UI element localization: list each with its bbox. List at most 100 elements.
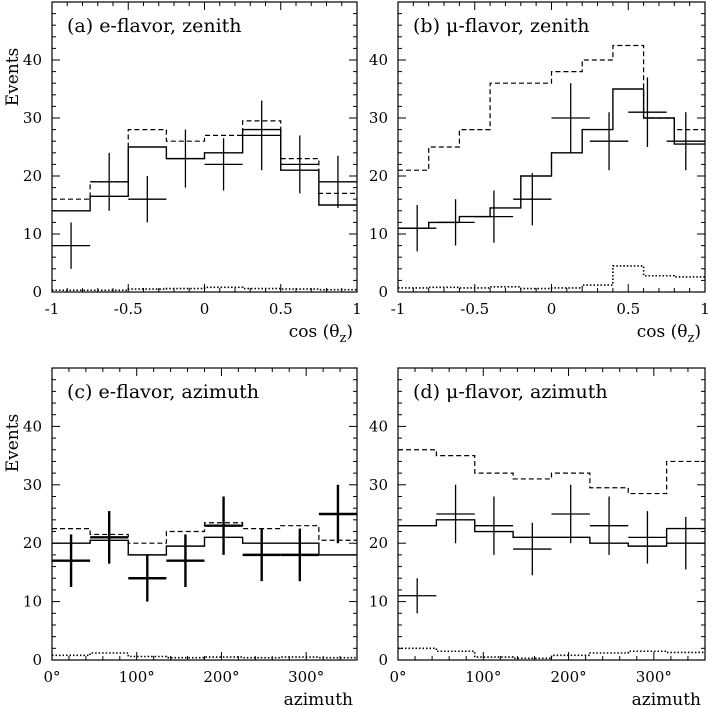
data-point — [242, 100, 281, 171]
data-point — [628, 77, 667, 147]
data-point — [513, 173, 552, 226]
data-point — [551, 83, 590, 153]
data-point — [204, 138, 243, 191]
data-point — [474, 496, 514, 555]
x-tick-label: 1 — [700, 300, 708, 318]
data-point — [52, 222, 91, 269]
x-tick-label: 100° — [119, 668, 155, 686]
x-tick-label: 300° — [288, 668, 324, 686]
x-axis-title-main: cos (θ — [289, 322, 340, 342]
no-oscillation-histogram — [398, 44, 705, 171]
data-point — [589, 496, 629, 555]
x-tick-label: 0° — [389, 668, 406, 686]
data-point — [398, 205, 437, 252]
x-tick-label: 0.5 — [616, 300, 640, 318]
y-tick-label: 40 — [23, 51, 42, 69]
x-tick-label: 0° — [43, 668, 60, 686]
panel-b: 0 10 20 30 40 -1 -0.5 0 0.5 1 (b) μ-flavor, zenith… — [369, 1, 708, 346]
data-point — [551, 484, 590, 544]
y-tick-label: 40 — [23, 417, 42, 435]
x-tick-label: 0.5 — [269, 300, 293, 318]
no-oscillation-histogram — [52, 522, 357, 544]
data-point — [280, 528, 319, 582]
background-histogram — [52, 652, 357, 659]
data-point — [242, 528, 281, 582]
panel-title: (d) μ-flavor, azimuth — [413, 381, 608, 403]
y-tick-label: 30 — [23, 476, 42, 494]
x-tick-label: 200° — [203, 668, 239, 686]
y-tick-label: 20 — [369, 534, 388, 552]
plot-frame — [51, 1, 358, 293]
no-oscillation-histogram — [52, 120, 357, 200]
x-axis-title-close: ) — [694, 322, 701, 342]
y-tick-label: 10 — [369, 225, 388, 243]
data-point — [666, 516, 705, 570]
x-tick-label: -0.5 — [114, 300, 143, 318]
data-point — [398, 578, 437, 614]
panel-title: (a) e-flavor, zenith — [67, 15, 242, 37]
x-axis-title: azimuth — [284, 690, 353, 707]
data-point — [166, 534, 205, 587]
x-tick-label: 1 — [352, 300, 362, 318]
y-tick-label: 40 — [369, 417, 388, 435]
panel-d: 0 10 20 30 40 0° 100° 200° 300° (d) μ-flavor, azi… — [369, 367, 706, 707]
y-tick-label: 30 — [369, 476, 388, 494]
panel-c: 0 10 20 30 40 0° 100° 200° 300° (c) e-flavor, azi… — [3, 367, 358, 707]
y-tick-label: 10 — [23, 593, 42, 611]
x-tick-label: -1 — [45, 300, 60, 318]
data-point — [318, 484, 357, 544]
data-point — [628, 511, 667, 564]
y-tick-label: 0 — [32, 651, 42, 669]
panel-a: 0 10 20 30 40 -1 -0.5 0 0.5 1 (a) e-flavor, zenith… — [3, 1, 362, 346]
background-histogram — [52, 286, 357, 292]
y-tick-label: 10 — [369, 593, 388, 611]
y-tick-label: 30 — [23, 109, 42, 127]
data-point — [280, 135, 319, 194]
oscillated-mc-histogram — [398, 519, 705, 547]
x-tick-label: 0 — [200, 300, 210, 318]
data-point — [90, 152, 129, 211]
data-point — [128, 176, 167, 223]
data-point — [204, 496, 243, 555]
data-point — [589, 112, 629, 171]
y-tick-label: 0 — [378, 651, 388, 669]
x-axis-title: cos (θz) — [289, 322, 353, 346]
y-tick-label: 20 — [23, 534, 42, 552]
oscillated-mc-histogram — [398, 88, 705, 229]
x-axis-title-close: ) — [346, 322, 353, 342]
panel-title: (c) e-flavor, azimuth — [67, 381, 259, 403]
x-axis-title-main: azimuth — [632, 690, 701, 707]
x-tick-label: 300° — [636, 668, 672, 686]
oscillated-mc-histogram — [52, 536, 357, 556]
x-tick-label: 200° — [550, 668, 586, 686]
x-axis-title-main: azimuth — [284, 690, 353, 707]
y-tick-label: 0 — [32, 283, 42, 301]
data-point — [436, 484, 475, 544]
data-point — [474, 190, 514, 243]
x-axis-title-subscript: z — [688, 331, 695, 346]
data-point — [52, 534, 91, 587]
y-tick-label: 40 — [369, 51, 388, 69]
x-tick-label: 0 — [547, 300, 557, 318]
background-histogram — [398, 647, 705, 660]
panel-title: (b) μ-flavor, zenith — [413, 15, 589, 37]
x-axis-title: azimuth — [632, 690, 701, 707]
data-point — [318, 155, 357, 208]
x-axis-title-main: cos (θ — [637, 322, 688, 342]
y-tick-label: 30 — [369, 109, 388, 127]
plot-frame — [51, 367, 358, 661]
y-tick-label: 20 — [369, 167, 388, 185]
data-point — [128, 554, 167, 602]
x-tick-label: 100° — [465, 668, 501, 686]
data-point — [166, 129, 205, 188]
y-axis-title: Events — [3, 414, 23, 473]
plot-frame — [397, 1, 706, 293]
no-oscillation-histogram — [398, 449, 705, 495]
background-histogram — [398, 265, 705, 290]
x-axis-title-subscript: z — [340, 331, 347, 346]
data-point — [513, 522, 552, 576]
y-tick-label: 10 — [23, 225, 42, 243]
y-tick-label: 0 — [378, 283, 388, 301]
y-axis-title: Events — [3, 48, 23, 107]
